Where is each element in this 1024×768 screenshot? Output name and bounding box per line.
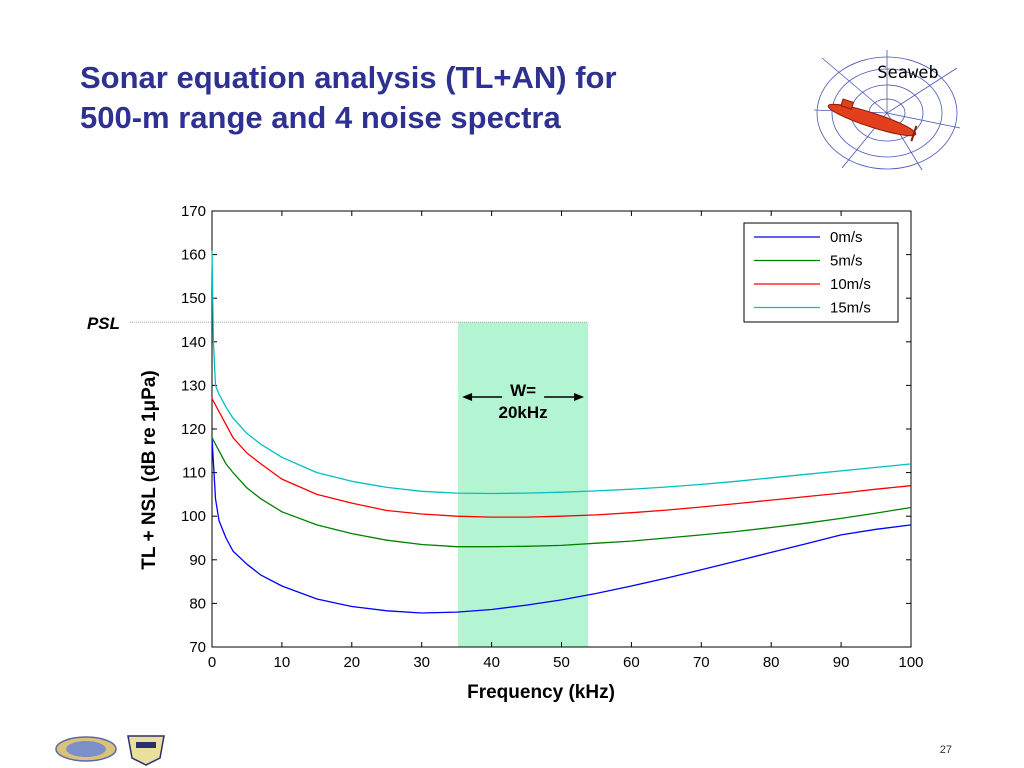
series-line-5m-s: [211, 437, 912, 548]
y-tick-label: 110: [182, 465, 206, 482]
x-tick-label: 90: [833, 654, 850, 671]
legend-label: 10m/s: [830, 276, 871, 293]
y-axis-label: TL + NSL (dB re 1μPa): [139, 370, 160, 569]
y-tick-label: 90: [189, 552, 206, 569]
legend-label: 15m/s: [830, 300, 871, 317]
y-tick-label: 130: [181, 377, 206, 394]
legend: 0m/s 5m/s 10m/s 15m/s: [743, 222, 899, 323]
y-tick-label: 70: [189, 639, 206, 656]
x-tick-label: 0: [208, 654, 216, 671]
band-arrowhead-right-icon: [574, 393, 585, 401]
x-tick-label: 10: [274, 654, 291, 671]
x-tick-label: 50: [553, 654, 570, 671]
y-tick-label: 100: [181, 508, 206, 525]
x-tick-label: 30: [413, 654, 430, 671]
slide-title-line1: Sonar equation analysis (TL+AN) for: [80, 60, 617, 95]
submarine-icon: [827, 98, 918, 142]
psl-label: PSL: [87, 314, 120, 333]
nps-logo-icon: [127, 735, 165, 766]
seaweb-logo-text: Seaweb: [877, 63, 938, 83]
legend-label: 0m/s: [830, 229, 863, 246]
y-tick-label: 80: [189, 595, 206, 612]
y-tick-label: 140: [181, 334, 206, 351]
band-arrowhead-left-icon: [462, 393, 473, 401]
x-tick-label: 100: [898, 654, 923, 671]
x-tick-label: 60: [623, 654, 640, 671]
series-line-15m-s: [211, 250, 912, 495]
seaweb-logo: Seaweb: [813, 50, 961, 171]
band-label-width: 20kHz: [498, 403, 547, 422]
page-number: 27: [939, 744, 952, 756]
band-label-w: W=: [510, 381, 536, 400]
slide-title: Sonar equation analysis (TL+AN) for 500-…: [80, 58, 617, 138]
y-tick-label: 160: [181, 247, 206, 264]
x-tick-label: 40: [483, 654, 500, 671]
footer-logos: [55, 735, 165, 766]
x-tick-label: 20: [343, 654, 360, 671]
x-tick-label: 70: [693, 654, 710, 671]
series-line-10m-s: [211, 398, 912, 518]
legend-box: [743, 222, 899, 323]
y-tick-label: 150: [181, 290, 206, 307]
bandwidth-band: [458, 322, 589, 647]
legend-label: 5m/s: [830, 253, 863, 270]
slide-title-line2: 500-m range and 4 noise spectra: [80, 100, 561, 135]
y-tick-label: 170: [181, 203, 206, 220]
y-tick-label: 120: [181, 421, 206, 438]
unr-logo-icon: [55, 736, 117, 762]
x-axis-label: Frequency (kHz): [467, 682, 615, 703]
x-tick-label: 80: [763, 654, 780, 671]
series-line-0m-s: [211, 437, 912, 614]
